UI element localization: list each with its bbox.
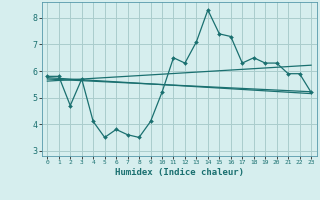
X-axis label: Humidex (Indice chaleur): Humidex (Indice chaleur) [115,168,244,177]
